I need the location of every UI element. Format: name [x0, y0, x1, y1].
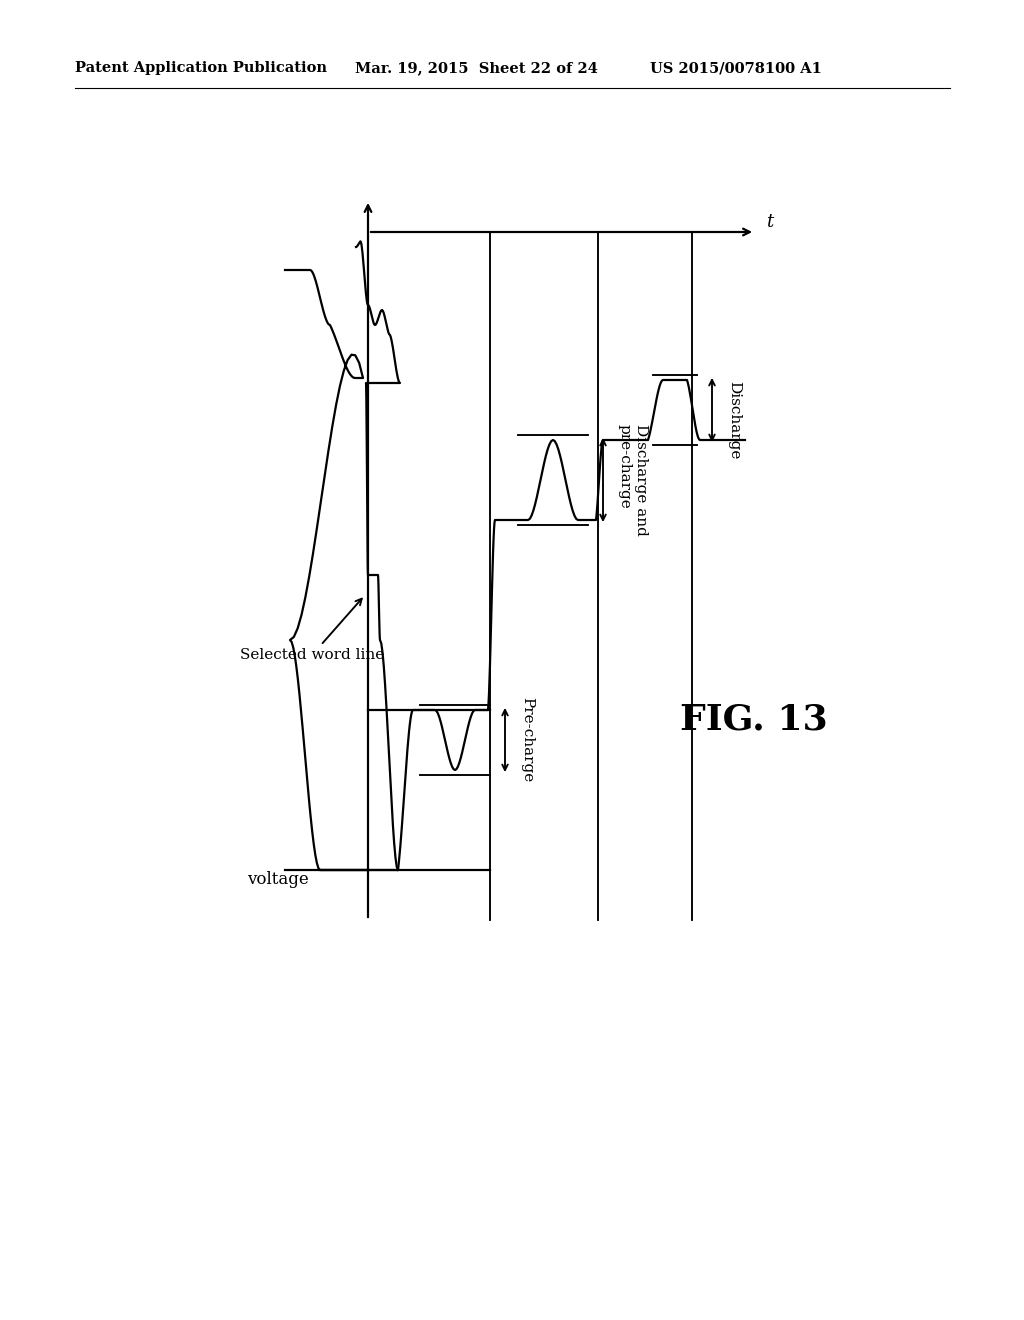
Text: voltage: voltage — [247, 871, 309, 888]
Text: Pre-charge: Pre-charge — [520, 697, 534, 783]
Text: FIG. 13: FIG. 13 — [680, 704, 827, 737]
Text: US 2015/0078100 A1: US 2015/0078100 A1 — [650, 61, 822, 75]
Text: Discharge: Discharge — [727, 380, 741, 459]
Text: Mar. 19, 2015  Sheet 22 of 24: Mar. 19, 2015 Sheet 22 of 24 — [355, 61, 598, 75]
Text: t: t — [766, 213, 773, 231]
Text: Patent Application Publication: Patent Application Publication — [75, 61, 327, 75]
Text: Discharge and
pre-charge: Discharge and pre-charge — [618, 424, 648, 536]
Text: Selected word line: Selected word line — [240, 599, 384, 663]
